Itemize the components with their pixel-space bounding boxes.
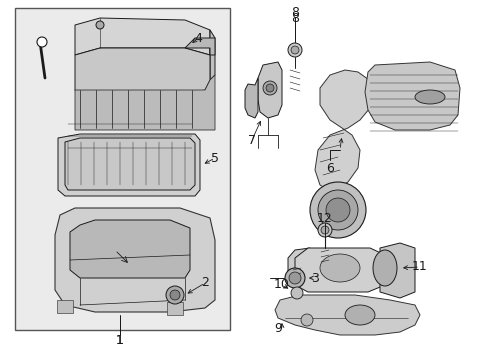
Text: 3: 3 [310, 271, 318, 284]
Polygon shape [209, 30, 215, 80]
Text: 9: 9 [273, 321, 282, 334]
Ellipse shape [372, 250, 396, 286]
Circle shape [325, 198, 349, 222]
Polygon shape [75, 48, 209, 105]
Bar [15, 8, 229, 330]
Polygon shape [314, 70, 374, 188]
Circle shape [317, 223, 331, 237]
Text: 8: 8 [290, 5, 298, 18]
Circle shape [320, 226, 328, 234]
Text: 11: 11 [411, 261, 427, 274]
Polygon shape [244, 78, 258, 118]
Polygon shape [287, 248, 309, 285]
Text: 4: 4 [194, 32, 202, 45]
Polygon shape [75, 75, 215, 130]
Ellipse shape [414, 90, 444, 104]
Circle shape [317, 190, 357, 230]
Polygon shape [65, 138, 195, 190]
Circle shape [285, 268, 305, 288]
Polygon shape [167, 302, 183, 315]
Circle shape [96, 21, 104, 29]
Polygon shape [55, 208, 215, 312]
Polygon shape [58, 134, 200, 196]
Polygon shape [294, 248, 384, 292]
Circle shape [263, 81, 276, 95]
Circle shape [290, 287, 303, 299]
Text: 6: 6 [325, 162, 333, 175]
Circle shape [165, 286, 183, 304]
Circle shape [37, 37, 47, 47]
Circle shape [288, 272, 301, 284]
Polygon shape [379, 243, 414, 298]
Circle shape [170, 290, 180, 300]
Text: 10: 10 [273, 279, 289, 292]
Text: 8: 8 [290, 12, 298, 24]
Text: 5: 5 [210, 152, 219, 165]
Polygon shape [364, 62, 459, 130]
Ellipse shape [345, 305, 374, 325]
Polygon shape [57, 300, 73, 313]
Polygon shape [70, 220, 190, 278]
Circle shape [309, 182, 365, 238]
Text: 1: 1 [116, 333, 123, 346]
Text: 7: 7 [247, 134, 256, 147]
Text: 1: 1 [116, 333, 123, 346]
Circle shape [290, 46, 298, 54]
Polygon shape [274, 295, 419, 335]
Circle shape [287, 43, 302, 57]
Circle shape [301, 314, 312, 326]
Circle shape [265, 84, 273, 92]
Text: 2: 2 [201, 276, 208, 289]
Polygon shape [75, 18, 209, 55]
Polygon shape [184, 38, 215, 55]
Polygon shape [258, 62, 282, 118]
Text: 12: 12 [317, 212, 332, 225]
Ellipse shape [319, 254, 359, 282]
